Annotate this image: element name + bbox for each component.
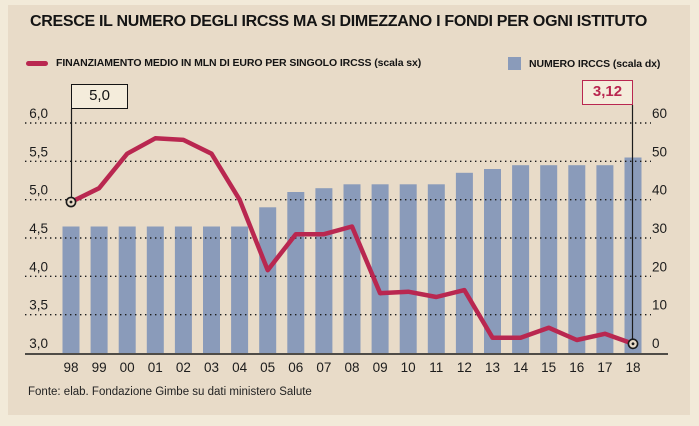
x-axis-label: 17	[597, 360, 612, 375]
x-axis-label: 10	[401, 360, 416, 375]
left-axis-tick-label: 6,0	[29, 106, 48, 121]
bar	[455, 172, 473, 353]
chart-title: CRESCE IL NUMERO DEGLI IRCSS MA SI DIMEZ…	[30, 13, 647, 30]
bar	[62, 226, 80, 353]
right-axis-tick-label: 0	[652, 336, 660, 351]
right-axis-tick-label: 60	[652, 106, 667, 121]
bar	[259, 207, 277, 353]
bar	[315, 188, 333, 353]
x-axis-label: 07	[316, 360, 331, 375]
bar	[427, 184, 445, 353]
left-axis-tick-label: 4,0	[29, 259, 48, 274]
callout-value-2018: 3,12	[582, 80, 633, 105]
source-note: Fonte: elab. Fondazione Gimbe su dati mi…	[28, 386, 312, 398]
line-legend-swatch-icon	[26, 60, 48, 66]
x-axis-label: 09	[373, 360, 388, 375]
x-axis-label: 03	[204, 360, 219, 375]
x-axis-label: 99	[92, 360, 107, 375]
bar	[287, 192, 305, 353]
legend-item-financing: FINANZIAMENTO MEDIO IN MLN DI EURO PER S…	[26, 57, 421, 69]
bar	[484, 169, 501, 353]
x-axis-label: 08	[344, 360, 359, 375]
bar	[90, 226, 108, 353]
right-axis-tick-label: 50	[652, 144, 667, 159]
bar	[568, 165, 586, 353]
right-axis-tick-label: 10	[652, 298, 667, 313]
right-axis-tick-label: 30	[652, 221, 667, 236]
callout-value-1998: 5,0	[71, 84, 128, 109]
bar	[371, 184, 389, 353]
bar-legend-swatch-icon	[508, 57, 521, 70]
legend-item-number: NUMERO IRCCS (scala dx)	[508, 57, 660, 70]
bar	[203, 226, 220, 353]
bar	[118, 226, 136, 353]
trend-line	[68, 136, 636, 347]
legend-label-number: NUMERO IRCCS (scala dx)	[529, 57, 661, 70]
bar	[540, 165, 558, 353]
x-axis-label: 04	[232, 360, 248, 375]
x-axis-label: 00	[120, 360, 135, 375]
x-axis-label: 98	[63, 360, 78, 375]
left-axis-tick-label: 5,5	[29, 144, 48, 159]
bar	[174, 226, 192, 353]
left-axis-tick-label: 4,5	[29, 221, 48, 236]
data-marker-dot	[631, 342, 635, 346]
x-axis-label: 11	[429, 360, 443, 375]
bar	[146, 226, 164, 353]
left-axis-tick-label: 3,5	[29, 298, 48, 313]
bar	[343, 184, 361, 353]
left-axis-tick-label: 3,0	[29, 336, 48, 351]
left-axis-tick-label: 5,0	[29, 183, 48, 198]
x-axis-label: 13	[485, 360, 500, 375]
x-axis-label: 14	[513, 360, 529, 375]
legend-label-financing: FINANZIAMENTO MEDIO IN MLN DI EURO PER S…	[56, 57, 422, 69]
bar	[512, 165, 530, 353]
x-axis-label: 15	[541, 360, 556, 375]
right-axis-tick-label: 20	[652, 259, 667, 274]
bar	[596, 165, 614, 353]
bar	[231, 226, 249, 353]
right-axis-tick-label: 40	[652, 183, 667, 198]
x-axis-label: 18	[625, 360, 640, 375]
bar	[399, 184, 417, 353]
data-marker-dot	[69, 200, 73, 204]
x-axis-label: 16	[569, 360, 584, 375]
x-axis-label: 06	[288, 360, 303, 375]
x-axis-label: 01	[148, 360, 163, 375]
x-axis-label: 02	[176, 360, 191, 375]
x-axis-label: 12	[457, 360, 472, 375]
x-axis-label: 05	[260, 360, 275, 375]
